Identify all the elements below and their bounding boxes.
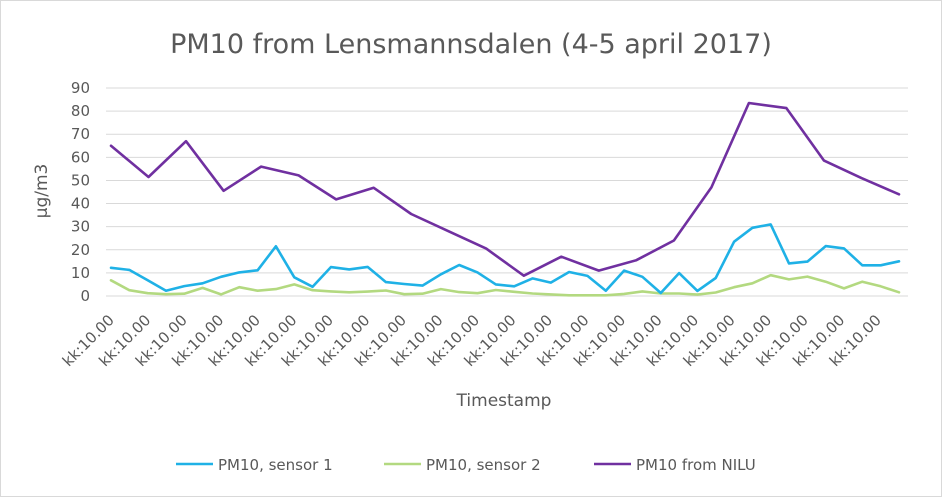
series-line <box>109 101 901 278</box>
series-line <box>109 223 901 295</box>
y-tick-label: 30 <box>71 218 90 236</box>
legend-item: PM10, sensor 1 <box>176 456 333 474</box>
y-tick-label: 0 <box>80 287 90 305</box>
x-tick-labels: kk:10.00kk:10.00kk:10.00kk:10.00kk:10.00… <box>59 311 885 370</box>
y-tick-label: 70 <box>71 125 90 143</box>
y-tick-label: 80 <box>71 102 90 120</box>
y-axis-title: µg/m3 <box>32 164 52 219</box>
legend-label: PM10 from NILU <box>636 456 756 474</box>
chart-title: PM10 from Lensmannsdalen (4-5 april 2017… <box>170 29 772 60</box>
y-tick-label: 50 <box>71 171 90 189</box>
y-tick-label: 10 <box>71 264 90 282</box>
legend-item: PM10, sensor 2 <box>384 456 541 474</box>
legend-item: PM10 from NILU <box>594 456 756 474</box>
y-tick-label: 90 <box>71 79 90 97</box>
series-line <box>109 273 901 297</box>
x-axis-title: Timestamp <box>456 391 552 411</box>
legend: PM10, sensor 1 PM10, sensor 2 PM10 from NI… <box>176 456 756 474</box>
legend-label: PM10, sensor 1 <box>218 456 333 474</box>
legend-label: PM10, sensor 2 <box>426 456 541 474</box>
y-tick-label: 20 <box>71 241 90 259</box>
series-lines <box>109 101 901 297</box>
y-tick-labels: 0 10 20 30 40 50 60 70 80 90 <box>71 79 90 305</box>
y-tick-label: 60 <box>71 148 90 166</box>
y-tick-label: 40 <box>71 195 90 213</box>
